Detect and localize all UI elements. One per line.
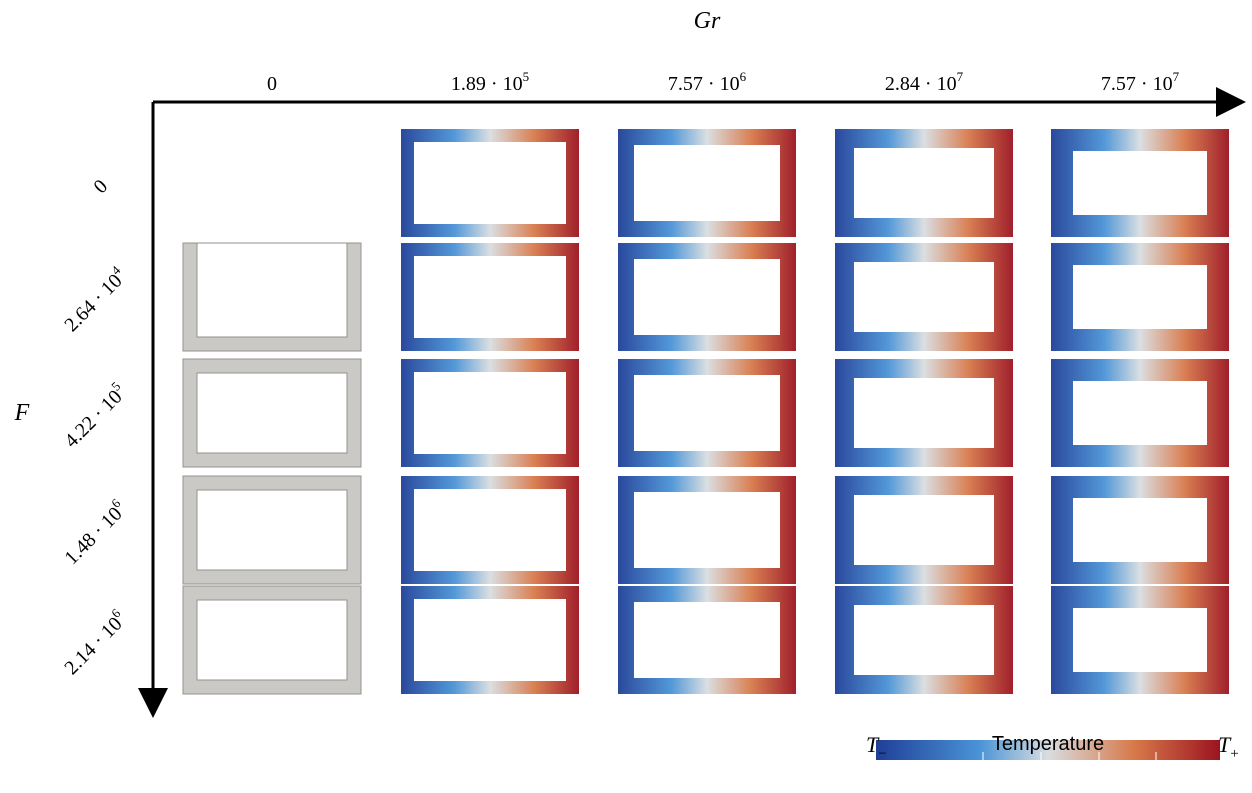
column-label: 7.57 · 106 — [668, 69, 747, 95]
simulation-render — [1051, 586, 1229, 694]
simulation-render — [618, 359, 796, 467]
simulation-render — [618, 243, 796, 351]
column-label-exp: 7 — [1173, 69, 1180, 84]
column-label-base: 7.57 · 10 — [668, 73, 740, 95]
colorbar-max-label: T+ — [1218, 732, 1239, 762]
column-label-exp: 5 — [523, 69, 530, 84]
row-label-base: 2.64 · 10 — [60, 270, 126, 336]
simulation-render — [401, 476, 579, 584]
simulation-render — [1051, 476, 1229, 584]
colorbar-min-sub: − — [878, 746, 886, 762]
simulation-render — [401, 359, 579, 467]
simulation-render — [1051, 359, 1229, 467]
simulation-render — [182, 475, 362, 585]
row-label: 0 — [89, 175, 112, 198]
simulation-render — [618, 129, 796, 237]
row-label: 1.48 · 106 — [58, 495, 132, 569]
column-label-base: 2.84 · 10 — [885, 73, 957, 95]
simulation-render — [1051, 129, 1229, 237]
column-label: 1.89 · 105 — [451, 69, 529, 95]
row-label: 2.64 · 104 — [58, 262, 132, 336]
simulation-render — [835, 129, 1013, 237]
simulation-render — [835, 586, 1013, 694]
row-label: 2.14 · 106 — [58, 605, 132, 679]
simulation-render — [618, 586, 796, 694]
colorbar-max-base: T — [1218, 732, 1232, 757]
simulation-render — [401, 243, 579, 351]
colorbar-min-label: T− — [866, 732, 887, 762]
column-label-base: 1.89 · 10 — [451, 73, 523, 95]
row-label-base: 2.14 · 10 — [60, 613, 126, 679]
column-label-exp: 6 — [740, 69, 747, 84]
simulation-render — [618, 476, 796, 584]
colorbar-title: Temperature — [992, 733, 1104, 755]
colorbar — [876, 740, 1220, 760]
row-label-base: 4.22 · 10 — [60, 386, 126, 452]
column-label: 0 — [267, 73, 277, 95]
simulation-render — [835, 476, 1013, 584]
simulation-render — [1051, 243, 1229, 351]
simulation-render — [835, 243, 1013, 351]
simulation-render — [401, 586, 579, 694]
column-label-exp: 7 — [957, 69, 964, 84]
row-label: 4.22 · 105 — [58, 379, 132, 453]
x-axis-label: Gr — [694, 8, 721, 34]
column-label: 2.84 · 107 — [885, 69, 964, 95]
simulation-render — [182, 242, 362, 352]
row-label-base: 0 — [89, 175, 112, 198]
simulation-render — [182, 358, 362, 468]
column-label-base: 0 — [267, 73, 277, 95]
colorbar-max-sub: + — [1230, 746, 1238, 762]
simulation-render — [835, 359, 1013, 467]
colorbar-min-base: T — [866, 732, 880, 757]
column-label: 7.57 · 107 — [1101, 69, 1180, 95]
y-axis-label: F — [14, 400, 30, 426]
cells — [182, 129, 1229, 695]
simulation-render — [401, 129, 579, 237]
simulation-render — [182, 585, 362, 695]
column-label-base: 7.57 · 10 — [1101, 73, 1173, 95]
row-label-base: 1.48 · 10 — [60, 503, 126, 569]
colorbar-ticks — [982, 752, 1157, 760]
